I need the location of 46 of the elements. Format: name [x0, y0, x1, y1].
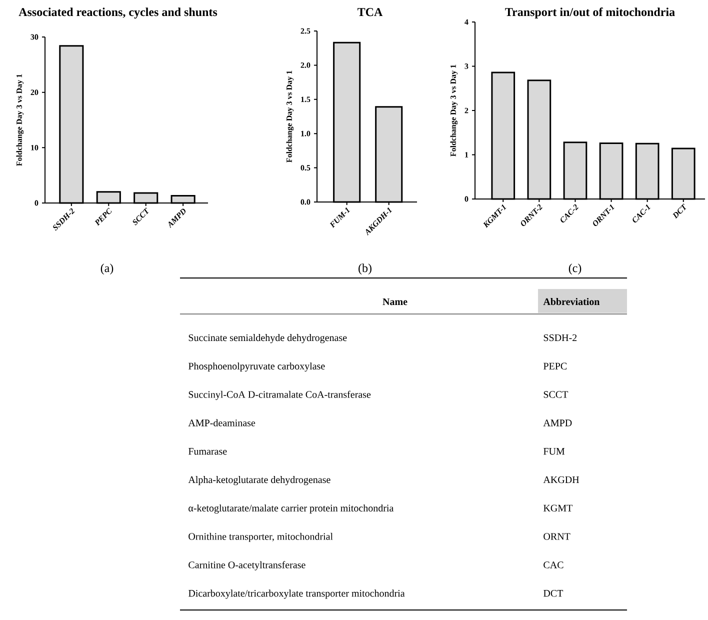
text: FUM	[543, 448, 565, 455]
text: (b)	[358, 264, 372, 275]
y-tick-label: 2	[464, 108, 468, 114]
text: Carnitine O-acetyltransferase	[188, 561, 306, 570]
y-axis-title: Foldchange Day 3 vs Day 1	[286, 70, 294, 162]
y-axis-title: Foldchange Day 3 vs Day 1	[450, 64, 458, 156]
y-tick-label: 10	[31, 144, 38, 150]
y-tick-label: 1	[465, 152, 468, 158]
text: SCCT	[544, 391, 568, 398]
chart-title: Associated reactions, cycles and shunts	[18, 8, 218, 19]
y-tick-label: 2.5	[300, 28, 310, 34]
text: (c)	[568, 264, 582, 275]
text: SSDH-2	[544, 334, 577, 342]
text: AMPD	[543, 420, 572, 426]
chart-title: TCA	[358, 8, 383, 16]
text: α-ketoglutarate/malate carrier protein mitochondria	[188, 504, 394, 514]
text: (a)	[100, 264, 114, 275]
y-tick-label: 1.0	[301, 130, 310, 136]
text: Alpha-ketoglutarate dehydrogenase	[188, 476, 330, 486]
text: Succinyl-CoA D-citramalate CoA-transferase	[188, 390, 371, 400]
y-tick-label: 30	[30, 34, 38, 40]
text: DCT	[543, 590, 564, 597]
y-tick-label: 3	[464, 64, 468, 69]
text: Fumarase	[188, 448, 227, 455]
text: Abbreviation	[543, 298, 600, 306]
y-tick-label: 2.0	[300, 62, 310, 68]
chart-title: Transport in/out of mitochondria	[505, 8, 675, 19]
y-tick-label: 0.0	[300, 199, 310, 205]
y-tick-label: 0	[34, 200, 38, 206]
text: Name	[382, 298, 408, 306]
text: PEPC	[543, 362, 567, 370]
y-axis-title: Foldchange Day 3 vs Day 1	[16, 74, 24, 166]
text: Succinate semialdehyde dehydrogenase	[188, 334, 347, 344]
y-tick-label: 1.5	[301, 96, 310, 102]
text: CAC	[544, 562, 564, 568]
text: KGMT	[543, 504, 572, 512]
y-tick-label: 0.5	[300, 165, 310, 171]
text: Ornithine transporter, mitochondrial	[188, 532, 333, 542]
y-tick-label: 0	[464, 196, 468, 202]
text: Dicarboxylate/tricarboxylate transporter mitochondria	[188, 590, 405, 599]
text: Phosphoenolpyruvate carboxylase	[188, 362, 325, 372]
text: AMP-deaminase	[188, 419, 256, 426]
text: AKGDH	[543, 476, 580, 484]
text: ORNT	[544, 533, 570, 540]
y-tick-label: 20	[30, 90, 38, 96]
y-tick-label: 4	[464, 19, 468, 25]
